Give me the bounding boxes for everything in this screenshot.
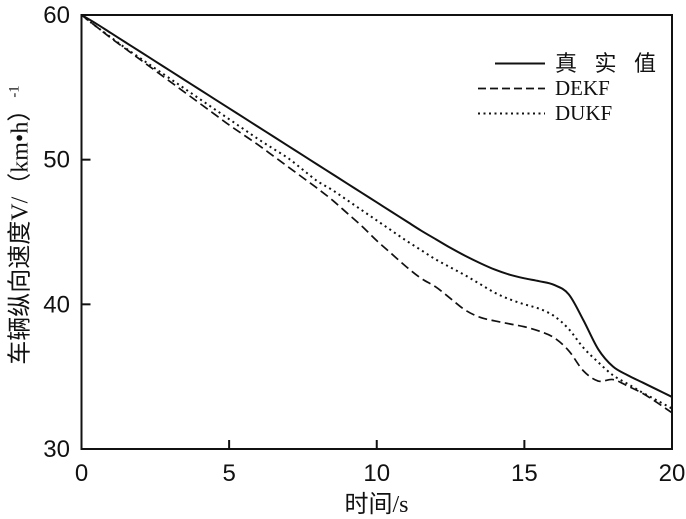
x-tick-label-20: 20 (659, 460, 686, 487)
legend-dotted-line-sample (478, 112, 545, 115)
y-tick-label-60: 60 (43, 2, 70, 29)
y-tick-label-40: 40 (43, 291, 70, 318)
legend-label-true-value: 真 实 值 (555, 51, 663, 76)
legend-label-dukf: DUKF (555, 101, 613, 125)
y-tick-label-50: 50 (43, 147, 70, 174)
legend: 真 实 值 DEKF DUKF (478, 51, 662, 126)
series-curve-true-value (80, 14, 673, 398)
y-axis-title-text: 车辆纵向速度V/（km•h） (7, 97, 34, 365)
legend-label-dekf: DEKF (555, 76, 610, 100)
series-curve-dukf (80, 14, 673, 410)
y-tick-label-30: 30 (43, 436, 70, 463)
y-axis-title-exponent: -1 (6, 85, 23, 98)
series-curve-dekf (80, 14, 673, 414)
legend-solid-line-sample (495, 62, 545, 65)
legend-item-dukf: DUKF (478, 101, 662, 126)
x-tick-label-15: 15 (511, 460, 538, 487)
y-axis-title: 车辆纵向速度V/（km•h）-1 (0, 85, 35, 364)
legend-dashed-line-sample (478, 87, 545, 90)
x-axis-title: 时间/s (344, 492, 409, 518)
x-tick-label-0: 0 (75, 460, 88, 487)
x-tick-label-5: 5 (222, 460, 235, 487)
x-tick-label-10: 10 (363, 460, 390, 487)
legend-item-true-value: 真 实 值 (478, 51, 662, 76)
legend-item-dekf: DEKF (478, 76, 662, 101)
